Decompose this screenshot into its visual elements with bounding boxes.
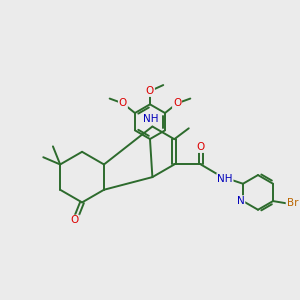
Text: Br: Br	[286, 199, 298, 208]
Text: O: O	[173, 98, 181, 108]
Text: O: O	[119, 98, 127, 108]
Text: O: O	[197, 142, 205, 152]
Text: N: N	[237, 196, 244, 206]
Text: O: O	[146, 86, 154, 96]
Text: NH: NH	[143, 114, 159, 124]
Text: NH: NH	[217, 174, 233, 184]
Text: O: O	[71, 215, 79, 226]
